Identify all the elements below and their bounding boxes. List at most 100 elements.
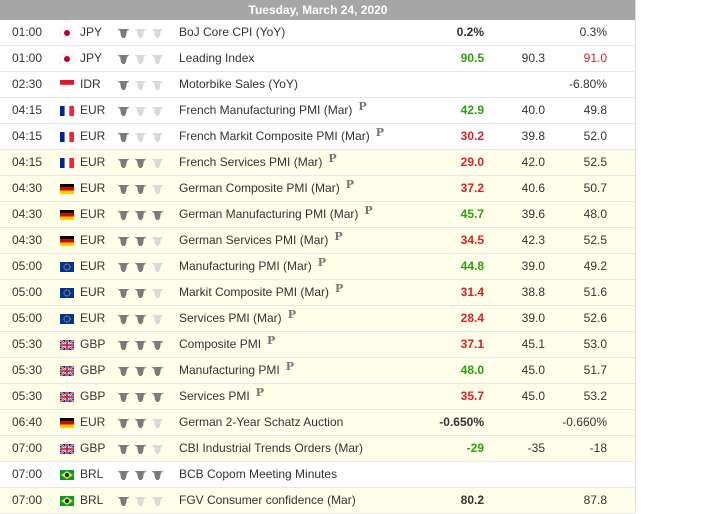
germany-flag-icon xyxy=(60,235,74,246)
event-row[interactable]: 07:00 BRL BCB Copom Meeting Minutes xyxy=(0,462,636,488)
event-title: German 2-Year Schatz Auction xyxy=(179,415,344,429)
event-name[interactable]: FGV Consumer confidence (Mar) xyxy=(179,488,429,513)
event-row[interactable]: 02:30 IDR Motorbike Sales (YoY) -6.80% xyxy=(0,72,636,98)
event-time: 06:40 xyxy=(12,415,43,429)
event-row[interactable]: 01:00 JPY Leading Index 90.5 90.3 91.0 xyxy=(0,46,636,72)
event-row[interactable]: 04:30 EUR German Manufacturing PMI (Mar) P 4… xyxy=(0,202,636,228)
event-title: BCB Copom Meeting Minutes xyxy=(179,467,338,481)
event-name[interactable]: Leading Index xyxy=(179,46,429,71)
actual-value: 34.5 xyxy=(460,233,484,247)
actual-value xyxy=(430,462,484,487)
event-name[interactable]: German Manufacturing PMI (Mar) P xyxy=(179,202,429,227)
uk-flag-icon xyxy=(60,339,74,350)
preliminary-badge: P xyxy=(255,386,264,399)
event-row[interactable]: 04:15 EUR French Markit Composite PMI (Mar… xyxy=(0,124,636,150)
bull-icon xyxy=(116,312,131,325)
event-time: 04:15 xyxy=(12,155,43,169)
event-name[interactable]: French Manufacturing PMI (Mar) P xyxy=(179,98,429,123)
event-name[interactable]: Services PMI P xyxy=(179,384,429,409)
event-title: Markit Composite PMI (Mar) xyxy=(179,285,330,299)
event-title: Leading Index xyxy=(179,51,255,65)
actual-value: 0.2% xyxy=(456,25,484,39)
event-name[interactable]: German Composite PMI (Mar) P xyxy=(179,176,429,201)
importance-rating xyxy=(116,280,170,305)
bull-icon xyxy=(133,364,148,377)
bull-icon xyxy=(133,260,148,273)
bull-icon xyxy=(116,416,131,429)
importance-rating xyxy=(116,410,170,435)
importance-rating xyxy=(116,176,170,201)
event-row[interactable]: 04:30 EUR German Services PMI (Mar) P 34.5 42… xyxy=(0,228,636,254)
currency-code: JPY xyxy=(80,25,103,39)
event-name[interactable]: French Markit Composite PMI (Mar) P xyxy=(179,124,429,149)
currency-code: EUR xyxy=(80,311,106,325)
event-name[interactable]: BCB Copom Meeting Minutes xyxy=(179,462,429,487)
importance-rating xyxy=(116,72,170,97)
bull-icon xyxy=(150,286,165,299)
event-row[interactable]: 04:15 EUR French Services PMI (Mar) P 29.0 42… xyxy=(0,150,636,176)
event-row[interactable]: 05:30 GBP Services PMI P 35.7 45.0 53.2 xyxy=(0,384,636,410)
bull-icon xyxy=(133,156,148,169)
bull-icon xyxy=(150,52,165,65)
event-time: 07:00 xyxy=(12,493,43,507)
event-row[interactable]: 07:00 GBP CBI Industrial Trends Orders (Ma… xyxy=(0,436,636,462)
event-name[interactable]: Manufacturing PMI (Mar) P xyxy=(179,254,429,279)
currency-code: BRL xyxy=(80,493,104,507)
event-row[interactable]: 05:00 EUR Markit Composite PMI (Mar) P 31.4 3… xyxy=(0,280,636,306)
importance-rating xyxy=(116,436,170,461)
previous-value: 91.0 xyxy=(583,51,607,65)
event-row[interactable]: 07:00 BRL FGV Consumer confidence (Mar) 80.… xyxy=(0,488,636,514)
event-name[interactable]: Motorbike Sales (YoY) xyxy=(179,72,429,97)
previous-value: 0.3% xyxy=(579,25,607,39)
event-name[interactable]: German 2-Year Schatz Auction xyxy=(179,410,429,435)
table-border xyxy=(635,0,636,511)
event-row[interactable]: 05:00 EUR Manufacturing PMI (Mar) P 44.8 39.0… xyxy=(0,254,636,280)
event-name[interactable]: Composite PMI P xyxy=(179,332,429,357)
event-title: Services PMI xyxy=(179,389,250,403)
event-title: FGV Consumer confidence (Mar) xyxy=(179,493,356,507)
event-name[interactable]: Services PMI (Mar) P xyxy=(179,306,429,331)
france-flag-icon xyxy=(60,131,74,142)
currency-code: GBP xyxy=(80,441,106,455)
event-name[interactable]: Manufacturing PMI P xyxy=(179,358,429,383)
event-name[interactable]: French Services PMI (Mar) P xyxy=(179,150,429,175)
importance-rating xyxy=(116,358,170,383)
event-row[interactable]: 04:15 EUR French Manufacturing PMI (Mar) P 4… xyxy=(0,98,636,124)
event-name[interactable]: Markit Composite PMI (Mar) P xyxy=(179,280,429,305)
event-name[interactable]: BoJ Core CPI (YoY) xyxy=(179,20,429,45)
event-row[interactable]: 05:30 GBP Composite PMI P 37.1 45.1 53.0 xyxy=(0,332,636,358)
forecast-value xyxy=(490,462,545,487)
event-title: German Services PMI (Mar) xyxy=(179,233,329,247)
bull-icon xyxy=(133,78,148,91)
bull-icon xyxy=(133,52,148,65)
bull-icon xyxy=(116,260,131,273)
event-title: French Services PMI (Mar) xyxy=(179,155,323,169)
preliminary-badge: P xyxy=(317,256,326,269)
actual-value: 80.2 xyxy=(460,493,484,507)
bull-icon xyxy=(133,286,148,299)
currency-code: EUR xyxy=(80,285,106,299)
importance-rating xyxy=(116,332,170,357)
bull-icon xyxy=(150,104,165,117)
forecast-value: 45.0 xyxy=(521,363,545,377)
eu-flag-icon xyxy=(60,313,74,324)
currency-code: EUR xyxy=(80,259,106,273)
actual-value: 30.2 xyxy=(460,129,484,143)
event-title: Services PMI (Mar) xyxy=(179,311,282,325)
event-row[interactable]: 01:00 JPY BoJ Core CPI (YoY) 0.2% 0.3% xyxy=(0,20,636,46)
eu-flag-icon xyxy=(60,261,74,272)
bull-icon xyxy=(150,364,165,377)
event-row[interactable]: 06:40 EUR German 2-Year Schatz Auction -0.6… xyxy=(0,410,636,436)
event-row[interactable]: 05:00 EUR Services PMI (Mar) P 28.4 39.0 52.6 xyxy=(0,306,636,332)
bull-icon xyxy=(116,468,131,481)
event-name[interactable]: CBI Industrial Trends Orders (Mar) xyxy=(179,436,429,461)
bull-icon xyxy=(133,338,148,351)
event-time: 04:15 xyxy=(12,103,43,117)
event-title: Composite PMI xyxy=(179,337,262,351)
currency-code: EUR xyxy=(80,207,106,221)
indonesia-flag-icon xyxy=(60,79,74,90)
bull-icon xyxy=(150,260,165,273)
event-row[interactable]: 05:30 GBP Manufacturing PMI P 48.0 45.0 51.7 xyxy=(0,358,636,384)
event-row[interactable]: 04:30 EUR German Composite PMI (Mar) P 37.2 4… xyxy=(0,176,636,202)
event-name[interactable]: German Services PMI (Mar) P xyxy=(179,228,429,253)
